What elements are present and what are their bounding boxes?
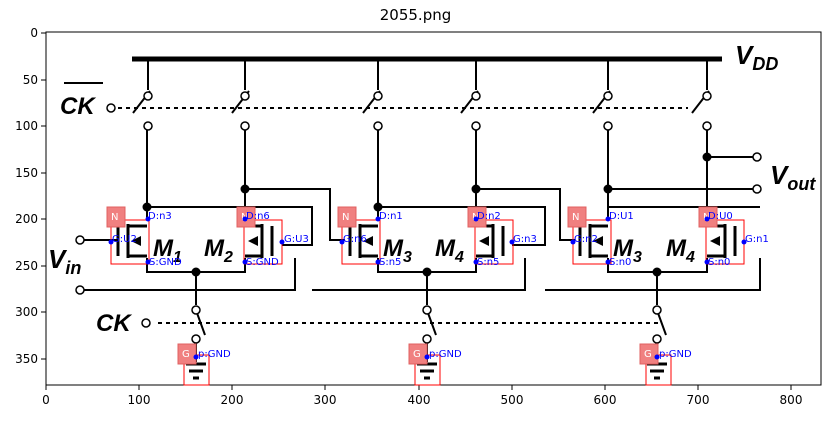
- y-tick-label: 100: [15, 119, 38, 133]
- ck-label: CK: [96, 310, 132, 337]
- x-tick-label: 500: [501, 393, 524, 407]
- pin-label: D:U1: [609, 211, 634, 222]
- y-tick-label: 300: [15, 305, 38, 319]
- y-tick-label: 0: [30, 26, 38, 40]
- pin-label: D:n2: [477, 211, 501, 222]
- y-tick-label: 150: [15, 166, 38, 180]
- pin-label: D:n3: [148, 211, 172, 222]
- pin-label: p:GND: [659, 349, 692, 360]
- n-tag: N: [342, 212, 349, 223]
- x-tick-marks: [45, 385, 792, 390]
- x-tick-label: 100: [128, 393, 151, 407]
- pin-label: D:n6: [246, 211, 270, 222]
- junction-dots: [142, 152, 712, 277]
- transistor-label-m4b: M4: [666, 235, 695, 266]
- transistor-label-m2: M2: [204, 235, 233, 266]
- pin-label: p:GND: [429, 349, 462, 360]
- n-tag: N: [572, 212, 579, 223]
- pin-label: p:GND: [198, 349, 231, 360]
- x-tick-label: 400: [408, 393, 431, 407]
- pin-label: G:n1: [745, 234, 769, 245]
- pin-label: G:n6: [343, 234, 367, 245]
- pin-label: D:U0: [708, 211, 733, 222]
- vout-label: Vout: [770, 160, 816, 194]
- transistor-label-m3b: M3: [613, 235, 642, 266]
- y-tick-label: 250: [15, 259, 38, 273]
- g-tag: G: [182, 349, 190, 360]
- x-tick-label: 800: [780, 393, 803, 407]
- pin-label: G:U3: [284, 234, 309, 245]
- pin-label: S:GND: [246, 257, 279, 268]
- y-tick-marks: [41, 32, 46, 360]
- tag-badges: [106, 206, 718, 365]
- y-tick-label: 50: [23, 73, 38, 87]
- pin-label: S:n0: [708, 257, 730, 268]
- pin-label: G:U2: [112, 234, 137, 245]
- pin-label: G:n3: [513, 234, 537, 245]
- pin-label: S:GND: [149, 257, 182, 268]
- figure-title: 2055.png: [379, 6, 452, 24]
- vin-label: Vin: [48, 244, 81, 278]
- n-tag: N: [111, 212, 118, 223]
- g-tag: G: [413, 349, 421, 360]
- pin-dots: [108, 216, 747, 360]
- transistor-label-m4: M4: [435, 235, 464, 266]
- g-tag: G: [644, 349, 652, 360]
- y-tick-label: 350: [15, 352, 38, 366]
- x-tick-label: 200: [221, 393, 244, 407]
- vdd-label: VDD: [735, 40, 778, 74]
- x-tick-label: 0: [42, 393, 50, 407]
- pin-label: S:n0: [609, 257, 631, 268]
- x-tick-label: 700: [687, 393, 710, 407]
- ck-bar-label: CK: [60, 93, 96, 120]
- y-tick-label: 200: [15, 212, 38, 226]
- x-tick-label: 600: [594, 393, 617, 407]
- transistor-label-m1: M1: [153, 235, 182, 266]
- pin-label: D:n1: [379, 211, 403, 222]
- transistor-arrows: [131, 236, 720, 246]
- pin-label: S:n5: [477, 257, 499, 268]
- pin-label: S:n5: [379, 257, 401, 268]
- x-tick-label: 300: [314, 393, 337, 407]
- transistor-label-m3: M3: [383, 235, 412, 266]
- pin-label: G:n2: [574, 234, 598, 245]
- terminals: [75, 91, 762, 344]
